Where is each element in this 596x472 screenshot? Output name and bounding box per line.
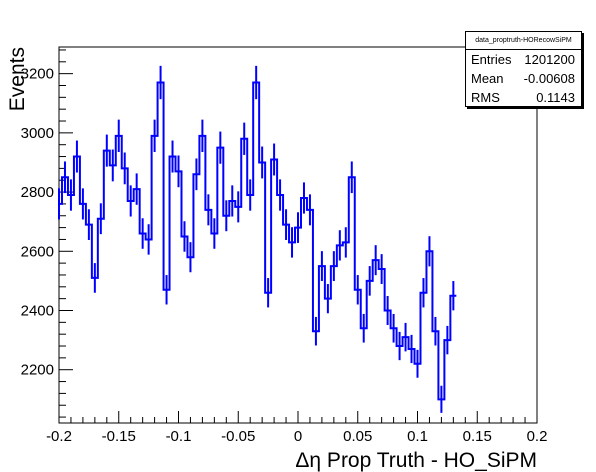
error-bars: [59, 66, 453, 413]
stats-box: data_proptruth-HORecowSiPM Entries 12012…: [465, 31, 582, 107]
x-tick-label: 0.05: [343, 428, 372, 445]
stats-row-entries: Entries 1201200: [466, 50, 581, 69]
stats-row-rms: RMS 0.1143: [466, 88, 581, 107]
y-tick-label: 2200: [21, 362, 54, 379]
x-tick-label: 0.2: [527, 428, 548, 445]
x-tick-label: -0.15: [102, 428, 136, 445]
x-tick-label: 0.15: [463, 428, 492, 445]
stats-value: 0.1143: [536, 88, 575, 107]
stats-label: Entries: [471, 50, 511, 69]
stats-row-mean: Mean -0.00608: [466, 69, 581, 88]
stats-value: 1201200: [524, 50, 575, 69]
y-tick-label: 3000: [21, 125, 54, 142]
x-tick-labels: -0.2 -0.15 -0.1 -0.05 0 0.05 0.1 0.15 0.2: [46, 428, 547, 445]
x-tick-label: -0.05: [221, 428, 255, 445]
y-axis-title: Events: [6, 47, 29, 111]
y-tick-label: 2400: [21, 302, 54, 319]
stats-box-title: data_proptruth-HORecowSiPM: [466, 32, 581, 50]
x-tick-label: 0: [294, 428, 302, 445]
stats-label: RMS: [471, 88, 500, 107]
x-axis-title: Δη Prop Truth - HO_SiPM: [295, 449, 537, 472]
x-tick-label: -0.2: [46, 428, 72, 445]
x-tick-label: -0.1: [166, 428, 192, 445]
y-tick-label: 2600: [21, 243, 54, 260]
x-tick-label: 0.1: [407, 428, 428, 445]
y-tick-label: 2800: [21, 184, 54, 201]
stats-label: Mean: [471, 69, 504, 88]
stats-value: -0.00608: [524, 69, 575, 88]
